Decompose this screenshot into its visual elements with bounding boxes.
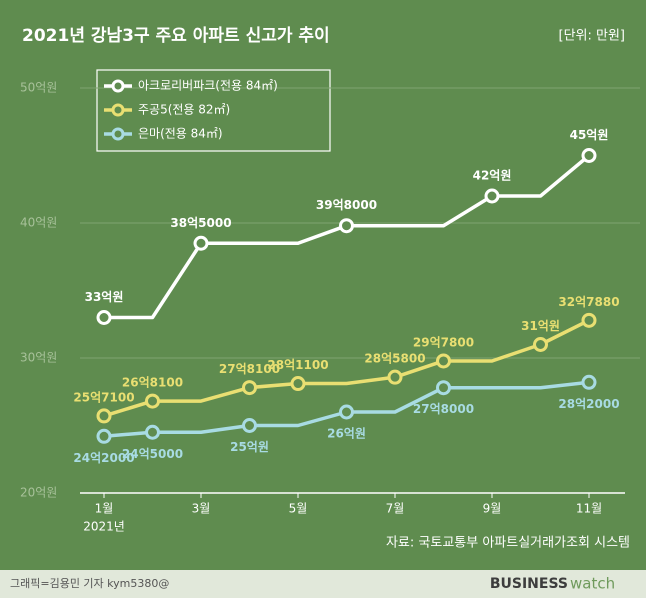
point-marker bbox=[145, 393, 160, 409]
data-label: 28억1100 bbox=[267, 358, 328, 372]
data-label: 29억7800 bbox=[413, 335, 474, 349]
x-tick-label: 9월 bbox=[483, 502, 502, 516]
data-label: 38억5000 bbox=[170, 216, 231, 230]
series-line bbox=[103, 318, 590, 418]
data-label: 26억원 bbox=[327, 427, 366, 441]
data-label: 28억5800 bbox=[364, 352, 425, 366]
x-tick-label: 3월 bbox=[192, 502, 211, 516]
data-label: 33억원 bbox=[85, 290, 124, 304]
data-label: 27억8000 bbox=[413, 402, 474, 416]
y-tick-label: 50억원 bbox=[20, 81, 57, 95]
point-marker bbox=[581, 312, 597, 328]
point-marker bbox=[242, 380, 257, 396]
point-marker bbox=[96, 408, 112, 424]
point-marker bbox=[484, 188, 500, 204]
data-label: 25억원 bbox=[230, 440, 269, 454]
data-label: 32억7880 bbox=[558, 295, 619, 309]
x-tick-label: 7월 bbox=[386, 502, 405, 516]
legend-label: 은마(전용 84㎡) bbox=[138, 127, 223, 141]
data-label: 39억8000 bbox=[316, 198, 377, 212]
footer-strip bbox=[0, 570, 646, 598]
x-tick-label: 5월 bbox=[289, 502, 308, 516]
legend-box bbox=[96, 69, 331, 152]
y-tick-label: 30억원 bbox=[20, 351, 57, 365]
data-label: 28억2000 bbox=[558, 397, 619, 411]
credit: 그래픽=김용민 기자 kym5380@ bbox=[10, 577, 169, 590]
source: 자료: 국토교통부 아파트실거래가조회 시스템 bbox=[386, 536, 630, 551]
x-sublabel: 2021년 bbox=[83, 520, 125, 534]
legend-label: 아크로리버파크(전용 84㎡) bbox=[138, 79, 278, 93]
point-marker bbox=[581, 374, 597, 390]
chart-title: 2021년 강남3구 주요 아파트 신고가 추이 bbox=[22, 26, 330, 46]
x-tick-label: 11월 bbox=[576, 502, 602, 516]
data-label: 45억원 bbox=[570, 128, 609, 142]
point-marker bbox=[290, 376, 306, 392]
legend-marker bbox=[111, 79, 125, 93]
point-marker bbox=[242, 418, 257, 433]
point-marker bbox=[436, 380, 451, 396]
logo-light: watch bbox=[570, 575, 615, 593]
point-marker bbox=[581, 148, 597, 163]
y-tick-label: 40억원 bbox=[20, 216, 57, 230]
data-label: 31억원 bbox=[521, 319, 560, 333]
data-label: 27억8100 bbox=[219, 362, 280, 376]
point-marker bbox=[533, 337, 548, 352]
legend-label: 주공5(전용 82㎡) bbox=[138, 103, 230, 117]
point-marker bbox=[387, 369, 403, 385]
data-label: 24억5000 bbox=[122, 447, 183, 461]
x-tick-label: 1월 bbox=[95, 502, 114, 516]
unit-note: [단위: 만원] bbox=[559, 29, 626, 44]
legend-marker bbox=[111, 103, 125, 117]
data-label: 25억7100 bbox=[73, 390, 134, 404]
point-marker bbox=[193, 235, 209, 251]
point-marker bbox=[339, 404, 354, 420]
point-marker bbox=[339, 218, 354, 234]
point-marker bbox=[145, 424, 160, 440]
data-label: 24억2000 bbox=[73, 451, 134, 465]
data-label: 26억8100 bbox=[122, 376, 183, 390]
point-marker bbox=[436, 353, 451, 369]
point-marker bbox=[96, 310, 112, 325]
legend-marker bbox=[111, 127, 125, 141]
logo-bold: BUSINESS bbox=[490, 576, 568, 592]
point-marker bbox=[96, 428, 112, 444]
y-tick-label: 20억원 bbox=[20, 486, 57, 500]
data-label: 42억원 bbox=[473, 169, 512, 183]
